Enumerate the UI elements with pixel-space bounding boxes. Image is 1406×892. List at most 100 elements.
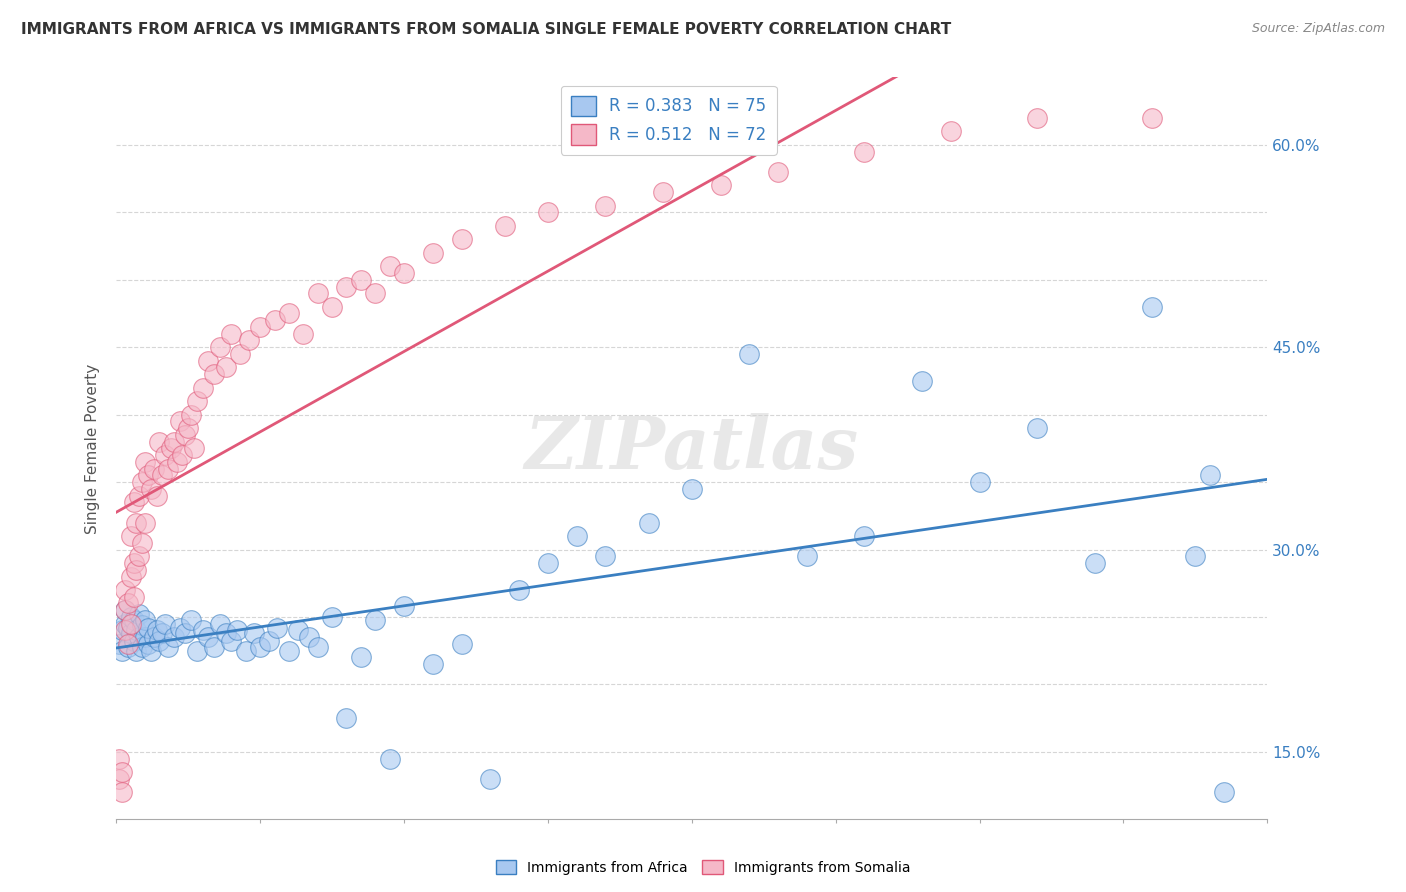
Point (710, 178, 733, 193)
Point (221, 326, 243, 341)
Text: IMMIGRANTS FROM AFRICA VS IMMIGRANTS FROM SOMALIA SINGLE FEMALE POVERTY CORRELAT: IMMIGRANTS FROM AFRICA VS IMMIGRANTS FRO… (21, 22, 952, 37)
Point (1142, 300, 1164, 314)
Text: ZIPatlas: ZIPatlas (524, 413, 859, 483)
Point (191, 624, 214, 638)
Point (136, 621, 159, 635)
Point (911, 374, 934, 388)
Point (249, 640, 271, 654)
Point (122, 590, 145, 604)
Point (307, 640, 329, 654)
Point (853, 145, 876, 159)
Point (364, 286, 387, 301)
Point (122, 634, 145, 648)
Point (131, 640, 153, 654)
Point (139, 482, 162, 496)
Point (180, 613, 202, 627)
Point (565, 529, 588, 543)
Point (1213, 785, 1236, 799)
Point (128, 489, 150, 503)
Point (186, 643, 208, 657)
Point (117, 637, 139, 651)
Point (378, 751, 401, 765)
Point (114, 603, 136, 617)
Point (128, 607, 150, 622)
Point (142, 461, 165, 475)
Point (125, 563, 148, 577)
Point (364, 613, 387, 627)
Point (136, 637, 159, 651)
Point (150, 468, 173, 483)
Point (738, 347, 761, 361)
Point (321, 300, 343, 314)
Point (131, 475, 153, 489)
Point (202, 367, 225, 381)
Point (166, 455, 188, 469)
Point (153, 448, 176, 462)
Point (221, 634, 243, 648)
Point (681, 482, 703, 496)
Point (134, 630, 156, 644)
Point (939, 124, 962, 138)
Point (494, 219, 516, 233)
Point (508, 582, 530, 597)
Point (350, 650, 373, 665)
Point (153, 616, 176, 631)
Point (350, 273, 373, 287)
Point (277, 643, 299, 657)
Point (208, 340, 231, 354)
Point (139, 643, 162, 657)
Point (128, 549, 150, 564)
Point (186, 394, 208, 409)
Point (378, 260, 401, 274)
Point (117, 640, 139, 654)
Point (450, 637, 472, 651)
Point (120, 529, 142, 543)
Point (392, 266, 415, 280)
Point (266, 621, 288, 635)
Point (450, 232, 472, 246)
Point (169, 621, 191, 635)
Point (145, 624, 167, 638)
Point (595, 198, 617, 212)
Point (422, 657, 444, 672)
Legend: R = 0.383   N = 75, R = 0.512   N = 72: R = 0.383 N = 75, R = 0.512 N = 72 (561, 86, 776, 155)
Point (1084, 556, 1107, 570)
Point (307, 286, 329, 301)
Point (277, 306, 299, 320)
Point (637, 516, 659, 530)
Point (249, 320, 271, 334)
Point (114, 616, 136, 631)
Point (853, 529, 876, 543)
Point (796, 549, 818, 564)
Point (174, 428, 197, 442)
Point (169, 414, 191, 428)
Point (148, 634, 170, 648)
Point (287, 624, 309, 638)
Point (111, 765, 134, 780)
Point (226, 624, 249, 638)
Point (238, 334, 260, 348)
Point (142, 630, 165, 644)
Point (257, 634, 280, 648)
Point (128, 630, 150, 644)
Point (163, 630, 186, 644)
Point (125, 516, 148, 530)
Point (392, 599, 415, 614)
Point (969, 475, 991, 489)
Point (125, 624, 148, 638)
Point (120, 616, 142, 631)
Point (145, 489, 167, 503)
Point (1184, 549, 1206, 564)
Point (120, 569, 142, 583)
Point (479, 772, 502, 786)
Point (150, 626, 173, 640)
Point (117, 621, 139, 635)
Point (134, 455, 156, 469)
Point (131, 536, 153, 550)
Point (111, 643, 134, 657)
Point (163, 434, 186, 449)
Point (335, 711, 357, 725)
Text: Source: ZipAtlas.com: Source: ZipAtlas.com (1251, 22, 1385, 36)
Point (122, 613, 145, 627)
Point (160, 442, 183, 456)
